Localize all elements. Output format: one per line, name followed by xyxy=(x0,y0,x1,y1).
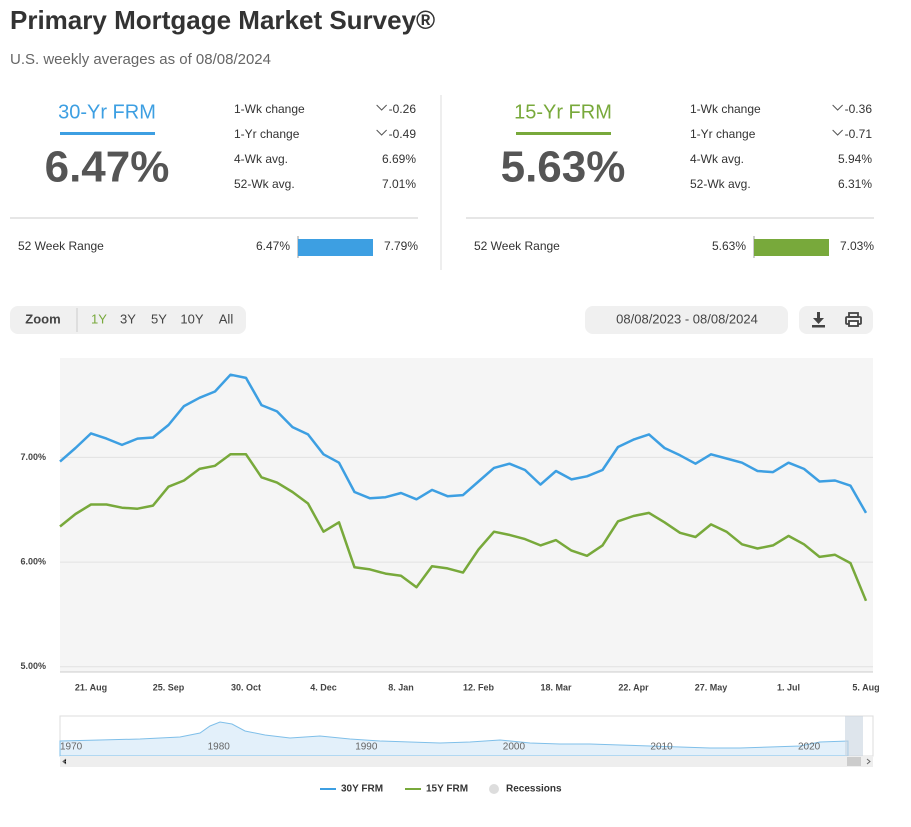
range-high: 7.03% xyxy=(840,239,874,253)
stat-label: 52-Wk avg. xyxy=(234,177,295,191)
zoom-group xyxy=(10,306,246,334)
stat-value: -0.49 xyxy=(389,127,417,141)
stat-label: 52-Wk avg. xyxy=(690,177,751,191)
navigator-label: 1970 xyxy=(60,742,83,753)
export-group xyxy=(799,306,873,334)
stat-value: 6.31% xyxy=(838,177,872,191)
stat-arrow xyxy=(376,104,387,111)
x-tick-label: 1. Jul xyxy=(777,682,800,692)
stat-label: 1-Yr change xyxy=(690,127,756,141)
range-low: 6.47% xyxy=(256,239,290,253)
x-tick-label: 8. Jan xyxy=(388,682,414,692)
stat-value: 5.94% xyxy=(838,152,872,166)
legend-swatch xyxy=(489,784,499,794)
stat-value: -0.36 xyxy=(845,102,873,116)
y-tick-label: 5.00% xyxy=(20,661,46,671)
zoom-button[interactable]: 1Y xyxy=(91,311,107,326)
y-tick-label: 7.00% xyxy=(20,452,46,462)
x-tick-label: 18. Mar xyxy=(540,682,572,692)
legend-label[interactable]: Recessions xyxy=(506,784,562,795)
x-tick-label: 12. Feb xyxy=(463,682,495,692)
zoom-button[interactable]: All xyxy=(219,311,234,326)
y-tick-label: 6.00% xyxy=(20,556,46,566)
navigator-label: 1980 xyxy=(208,742,231,753)
scrollbar[interactable] xyxy=(60,756,873,767)
stat-arrow xyxy=(376,129,387,136)
series-line xyxy=(59,373,868,514)
x-tick-label: 21. Aug xyxy=(75,682,107,692)
scroll-left[interactable] xyxy=(62,758,67,765)
stat-label: 1-Yr change xyxy=(234,127,300,141)
legend: 30Y FRM 15Y FRM Recessions xyxy=(320,784,562,795)
stat-label: 4-Wk avg. xyxy=(234,152,288,166)
legend-label[interactable]: 15Y FRM xyxy=(426,784,468,795)
stat-value: -0.26 xyxy=(389,102,417,116)
page-title: Primary Mortgage Market Survey® xyxy=(10,5,435,35)
stat-label: 4-Wk avg. xyxy=(690,152,744,166)
panel-name: 15-Yr FRM xyxy=(514,101,612,123)
range-bar xyxy=(754,239,829,256)
panel-rate: 6.47% xyxy=(45,143,170,192)
stat-label: 1-Wk change xyxy=(690,102,761,116)
stat-value: 6.69% xyxy=(382,152,416,166)
navigator-label: 1990 xyxy=(355,742,378,753)
range-bar xyxy=(298,239,373,256)
series-line xyxy=(59,453,868,602)
navigator-labels: 1970 1980 1990 2000 2010 2020 xyxy=(60,742,821,753)
panel-name: 30-Yr FRM xyxy=(58,101,156,123)
download-icon[interactable] xyxy=(812,312,825,328)
zoom-button[interactable]: 5Y xyxy=(151,311,167,326)
x-tick-label: 22. Apr xyxy=(618,682,649,692)
range-label: 52 Week Range xyxy=(474,239,560,253)
date-range-box[interactable] xyxy=(585,306,788,334)
scrollbar-thumb[interactable] xyxy=(847,757,861,766)
stat-arrow xyxy=(832,129,843,136)
range-high: 7.79% xyxy=(384,239,418,253)
stat-label: 1-Wk change xyxy=(234,102,305,116)
page-subtitle: U.S. weekly averages as of 08/08/2024 xyxy=(10,51,271,68)
x-tick-label: 27. May xyxy=(695,682,728,692)
range-low: 5.63% xyxy=(712,239,746,253)
scroll-right[interactable] xyxy=(866,758,871,765)
navigator-label: 2010 xyxy=(650,742,673,753)
navigator-series xyxy=(59,721,849,757)
stat-arrow xyxy=(832,104,843,111)
x-tick-label: 5. Aug xyxy=(852,682,879,692)
legend-label[interactable]: 30Y FRM xyxy=(341,784,383,795)
x-tick-label: 4. Dec xyxy=(310,682,337,692)
panel-underline xyxy=(516,132,611,135)
navigator-label: 2020 xyxy=(798,742,821,753)
plot: 5.00% 6.00% 7.00% 21. Aug 25. Sep 30. Oct 4. D… xyxy=(20,373,880,692)
stat-value: 7.01% xyxy=(382,177,416,191)
panel-rate: 5.63% xyxy=(501,143,626,192)
date-range[interactable]: 08/08/2023 - 08/08/2024 xyxy=(616,311,758,326)
navigator-selection[interactable] xyxy=(845,716,863,756)
zoom-button[interactable]: 10Y xyxy=(180,311,203,326)
x-tick-label: 25. Sep xyxy=(153,682,185,692)
stat-value: -0.71 xyxy=(845,127,873,141)
navigator-label: 2000 xyxy=(503,742,526,753)
zoom-label: Zoom xyxy=(25,311,60,326)
zoom-button[interactable]: 3Y xyxy=(120,311,136,326)
panel-underline xyxy=(60,132,155,135)
print-icon[interactable] xyxy=(845,312,862,327)
range-label: 52 Week Range xyxy=(18,239,104,253)
x-tick-label: 30. Oct xyxy=(231,682,261,692)
plot-area xyxy=(60,358,873,672)
